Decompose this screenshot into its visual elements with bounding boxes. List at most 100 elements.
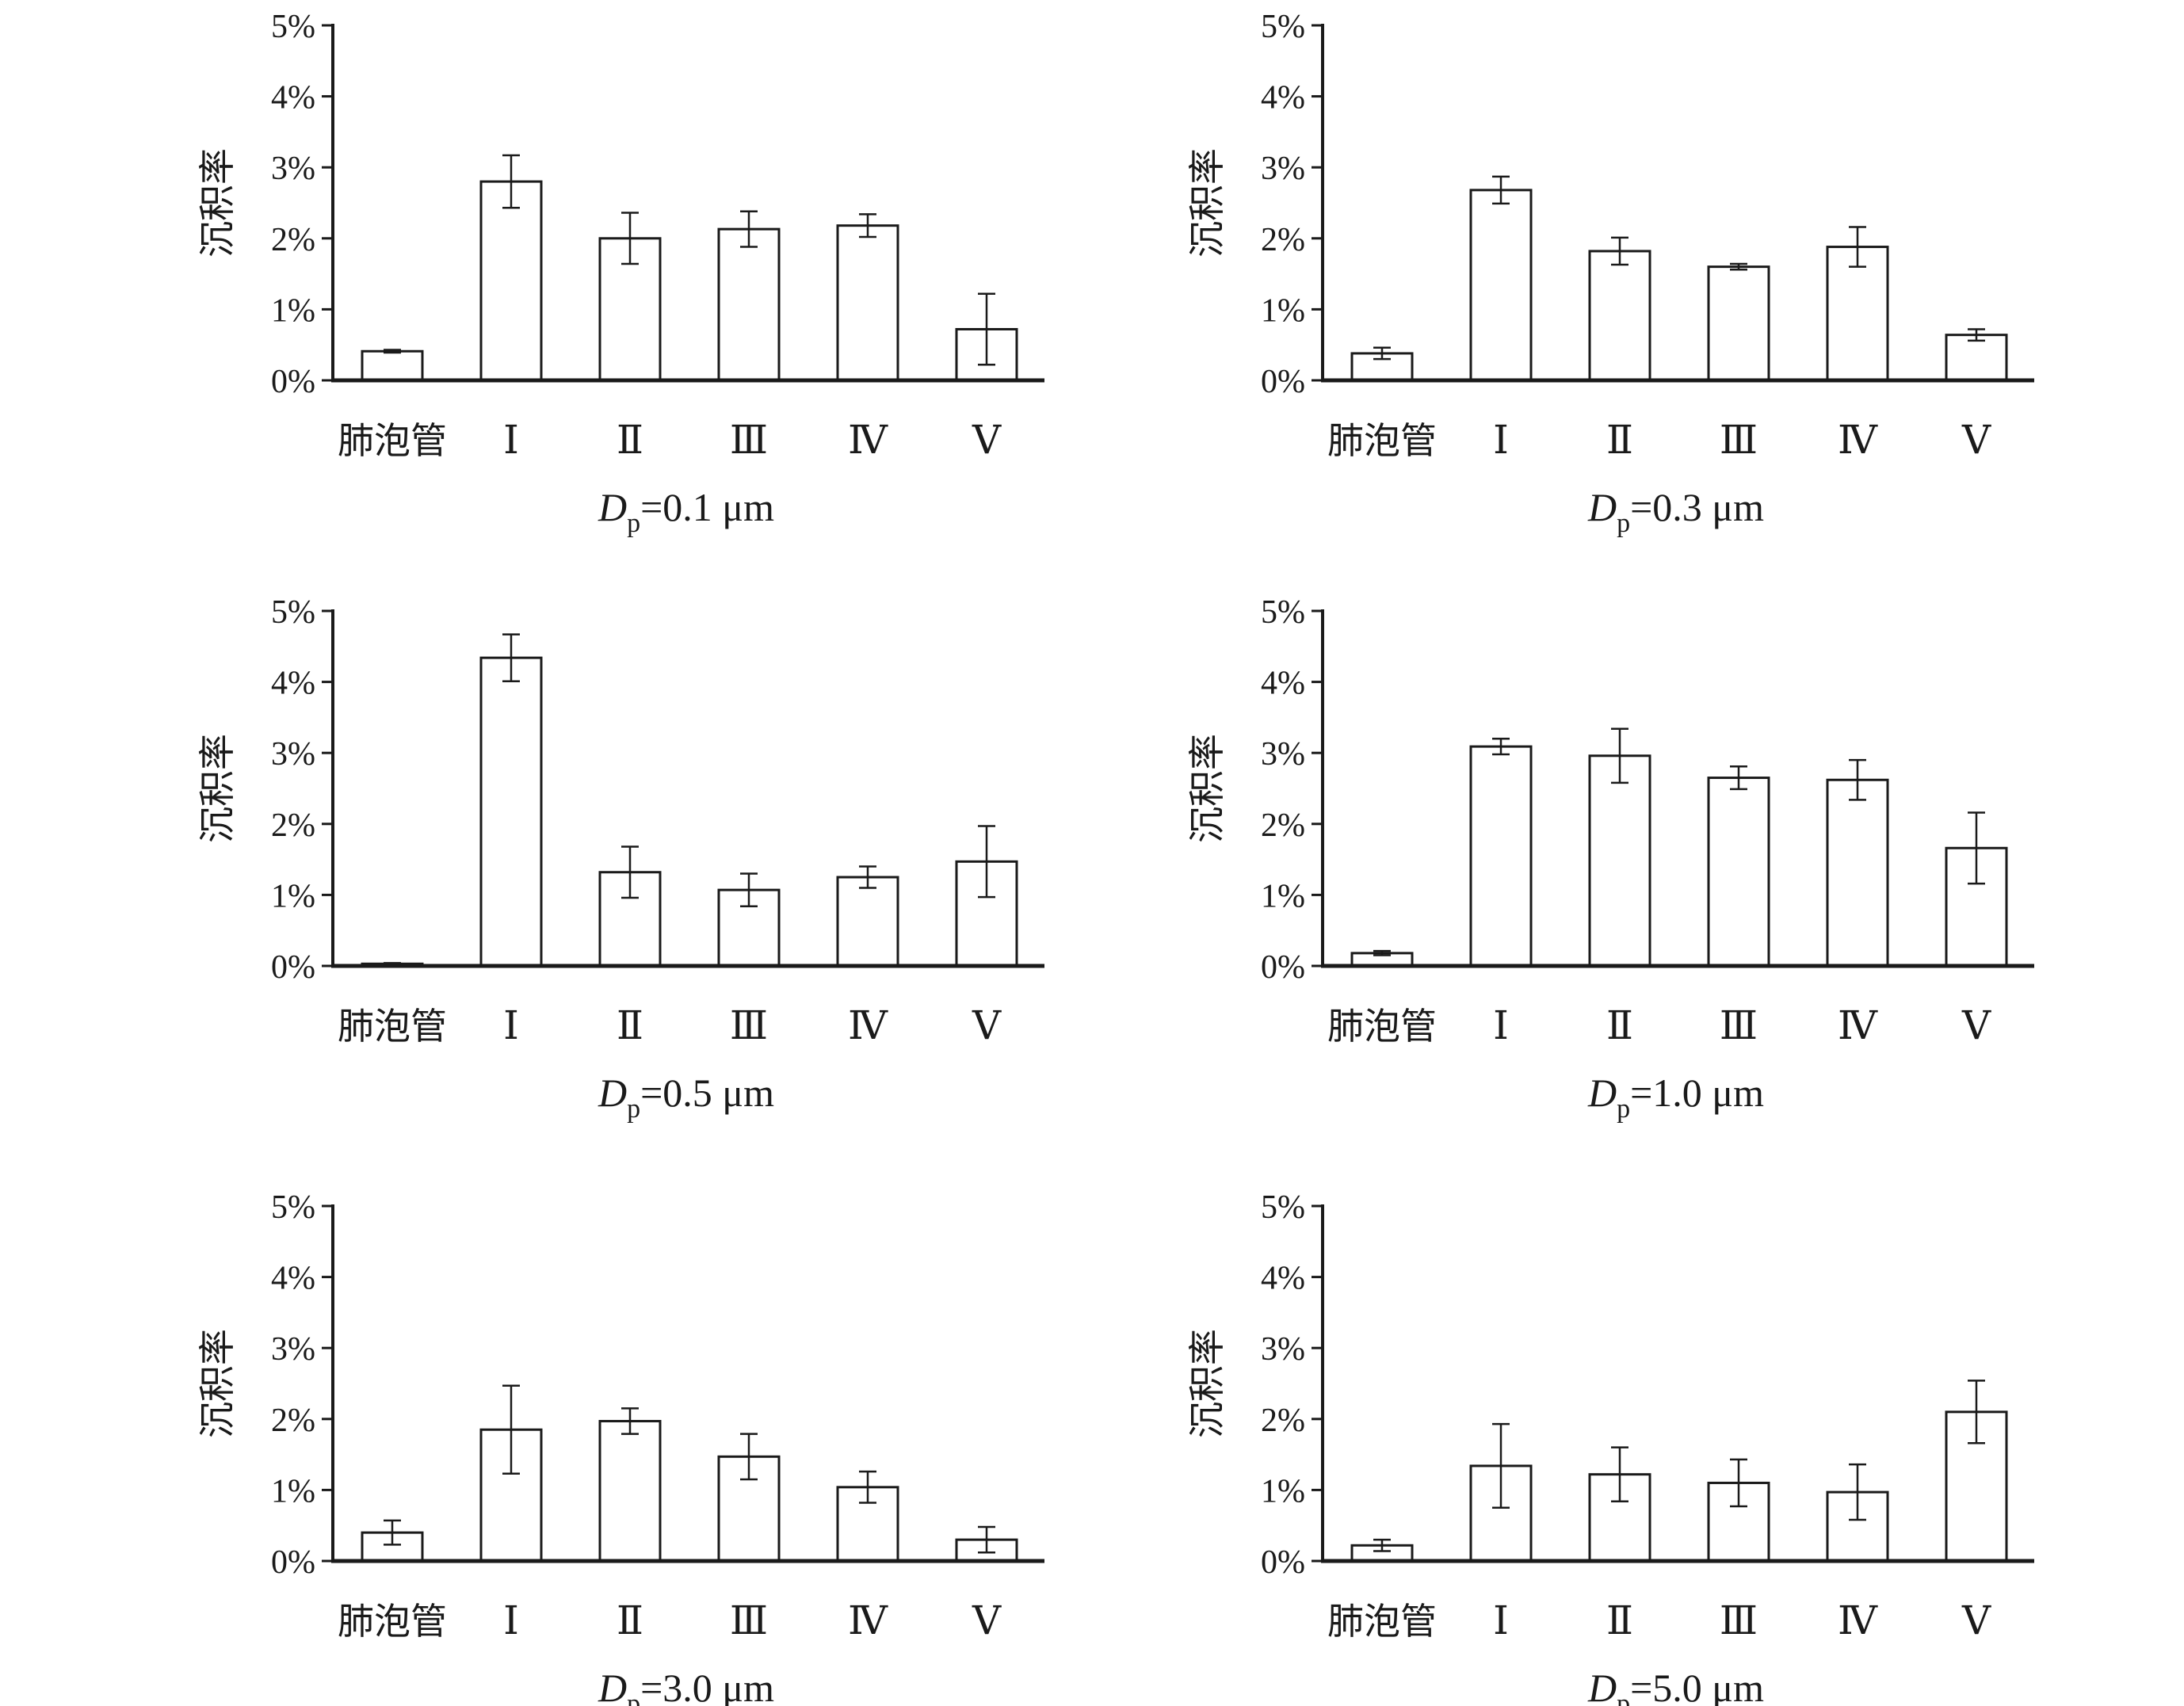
caption-subscript: p [1617, 1689, 1630, 1706]
bar-2 [479, 180, 543, 382]
y-axis-label: 沉积率 [1186, 148, 1228, 258]
bar-4 [717, 227, 781, 382]
chart-panel-4: 0% 1% 2% 3% 4% 5% 肺泡管 Ⅰ Ⅱ Ⅲ Ⅳ Ⅴ 沉积率 Dp=1.0 μm [1186, 594, 2034, 1124]
category-label-1: 肺泡管 [1327, 419, 1437, 462]
y-tick-label-1: 1% [1261, 1473, 1305, 1509]
category-label-6: Ⅴ [972, 418, 1002, 462]
category-label-1: 肺泡管 [1327, 1600, 1437, 1643]
panel-caption: Dp=3.0 μm [598, 1666, 774, 1706]
y-tick-label-2: 2% [271, 222, 315, 258]
chart-panel-2: 0% 1% 2% 3% 4% 5% 肺泡管 Ⅰ Ⅱ Ⅲ Ⅳ Ⅴ 沉积率 Dp=0.3 μm [1186, 9, 2034, 538]
y-tick-label-2: 2% [1261, 1403, 1305, 1439]
caption-value: =0.3 μm [1630, 485, 1764, 529]
category-label-4: Ⅲ [730, 1003, 768, 1048]
panel-caption: Dp=5.0 μm [1587, 1666, 1764, 1706]
bar-2 [1469, 189, 1533, 382]
y-tick-label-4: 4% [271, 1261, 315, 1297]
category-label-4: Ⅲ [1720, 418, 1758, 462]
bar-5 [836, 224, 899, 382]
y-axis-label: 沉积率 [1186, 734, 1228, 843]
bar-4 [1707, 265, 1770, 382]
category-label-5: Ⅳ [848, 418, 888, 462]
y-tick-label-3: 3% [1261, 1331, 1305, 1368]
category-label-6: Ⅴ [972, 1598, 1002, 1643]
y-tick-label-5: 5% [1261, 1189, 1305, 1226]
y-tick-label-5: 5% [1261, 594, 1305, 631]
category-label-6: Ⅴ [1961, 418, 1991, 462]
category-label-2: Ⅰ [503, 1003, 519, 1048]
bar-5 [836, 876, 899, 967]
y-tick-label-1: 1% [271, 878, 315, 914]
category-label-3: Ⅱ [1606, 418, 1633, 462]
caption-symbol: D [598, 485, 627, 529]
y-tick-label-3: 3% [271, 736, 315, 773]
category-label-3: Ⅱ [617, 1003, 643, 1048]
category-label-3: Ⅱ [617, 418, 643, 462]
y-tick-label-4: 4% [1261, 1261, 1305, 1297]
caption-value: =3.0 μm [640, 1666, 774, 1706]
y-tick-label-0: 0% [271, 949, 315, 986]
caption-value: =5.0 μm [1630, 1666, 1764, 1706]
category-label-5: Ⅳ [1838, 418, 1878, 462]
caption-subscript: p [1617, 509, 1630, 538]
y-tick-label-5: 5% [271, 594, 315, 631]
bar-5 [1826, 778, 1889, 967]
y-tick-label-5: 5% [271, 1189, 315, 1226]
y-tick-label-0: 0% [1261, 1544, 1305, 1581]
caption-symbol: D [598, 1666, 627, 1706]
category-label-6: Ⅴ [972, 1003, 1002, 1048]
bar-2 [479, 656, 543, 967]
bar-4 [717, 888, 781, 967]
y-tick-label-1: 1% [1261, 878, 1305, 914]
caption-symbol: D [598, 1071, 627, 1115]
caption-subscript: p [627, 1689, 640, 1706]
category-label-4: Ⅲ [730, 418, 768, 462]
caption-subscript: p [627, 1094, 640, 1124]
y-tick-label-2: 2% [1261, 807, 1305, 844]
category-label-1: 肺泡管 [338, 1600, 447, 1643]
category-label-2: Ⅰ [1493, 1598, 1509, 1643]
category-label-3: Ⅱ [617, 1598, 643, 1643]
chart-panel-1: 0% 1% 2% 3% 4% 5% 肺泡管 Ⅰ Ⅱ Ⅲ Ⅳ Ⅴ 沉积率 Dp=0.1 μm [196, 9, 1044, 538]
category-label-4: Ⅲ [730, 1598, 768, 1643]
category-label-2: Ⅰ [503, 1598, 519, 1643]
caption-subscript: p [627, 509, 640, 538]
y-tick-label-0: 0% [271, 364, 315, 400]
bar-5 [1826, 246, 1889, 382]
category-label-5: Ⅳ [848, 1598, 888, 1643]
bar-2 [1469, 745, 1533, 967]
category-label-4: Ⅲ [1720, 1598, 1758, 1643]
bar-3 [1588, 754, 1651, 967]
y-tick-label-2: 2% [1261, 222, 1305, 258]
bar-4 [1707, 777, 1770, 967]
y-tick-label-3: 3% [1261, 736, 1305, 773]
y-axis-label: 沉积率 [1186, 1329, 1228, 1438]
category-label-2: Ⅰ [1493, 418, 1509, 462]
caption-value: =0.1 μm [640, 485, 774, 529]
y-axis-label: 沉积率 [196, 734, 239, 843]
panel-caption: Dp=1.0 μm [1587, 1071, 1764, 1124]
y-tick-label-1: 1% [1261, 292, 1305, 329]
category-label-5: Ⅳ [848, 1003, 888, 1048]
caption-value: =0.5 μm [640, 1071, 774, 1115]
caption-symbol: D [1587, 1071, 1617, 1115]
caption-symbol: D [1587, 485, 1617, 529]
y-tick-label-5: 5% [271, 9, 315, 45]
y-tick-label-4: 4% [271, 666, 315, 702]
y-tick-label-0: 0% [1261, 364, 1305, 400]
y-tick-label-2: 2% [271, 807, 315, 844]
y-tick-label-5: 5% [1261, 9, 1305, 45]
y-tick-label-4: 4% [1261, 666, 1305, 702]
y-tick-label-0: 0% [271, 1544, 315, 1581]
category-label-1: 肺泡管 [1327, 1005, 1437, 1048]
y-tick-label-3: 3% [271, 151, 315, 187]
y-tick-label-0: 0% [1261, 949, 1305, 986]
chart-panel-6: 0% 1% 2% 3% 4% 5% 肺泡管 Ⅰ Ⅱ Ⅲ Ⅳ Ⅴ 沉积率 Dp=5.0 μm [1186, 1189, 2034, 1706]
bar-3 [1588, 250, 1651, 382]
panel-caption: Dp=0.1 μm [598, 485, 774, 538]
category-label-3: Ⅱ [1606, 1598, 1633, 1643]
caption-value: =1.0 μm [1630, 1071, 1764, 1115]
category-label-6: Ⅴ [1961, 1003, 1991, 1048]
panel-caption: Dp=0.3 μm [1587, 485, 1764, 538]
category-label-5: Ⅳ [1838, 1003, 1878, 1048]
